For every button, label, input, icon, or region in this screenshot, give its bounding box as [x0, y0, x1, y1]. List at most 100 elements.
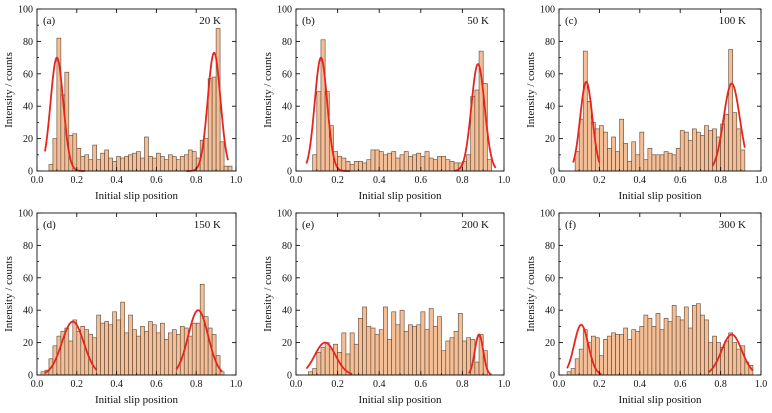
- y-axis-label: Intensity / counts: [525, 52, 537, 128]
- histogram-bar: [578, 348, 584, 376]
- histogram-bar: [607, 335, 612, 376]
- histogram-bar: [416, 324, 422, 376]
- histogram-bar: [416, 152, 422, 172]
- x-tick-label: 0.6: [150, 175, 163, 186]
- histogram-bar: [647, 317, 653, 376]
- x-tick-label: 1.0: [230, 379, 243, 390]
- y-tick-label: 40: [23, 306, 33, 317]
- histogram-bar: [362, 162, 368, 172]
- histogram-bar: [156, 332, 161, 376]
- histogram-bar: [370, 149, 376, 172]
- y-tick-label: 0: [550, 167, 555, 178]
- y-tick-label: 80: [545, 241, 555, 252]
- histogram-bar: [108, 157, 113, 172]
- histogram-bar: [132, 329, 137, 376]
- histogram-bar: [148, 156, 153, 172]
- y-tick-label: 100: [277, 5, 292, 16]
- histogram-bar: [615, 151, 620, 172]
- histogram-bar: [316, 352, 322, 376]
- histogram-bar: [445, 159, 451, 172]
- histogram-bar: [667, 321, 673, 376]
- y-axis-label: Intensity / counts: [3, 256, 15, 332]
- histogram-bar: [441, 156, 447, 172]
- histogram-bar: [639, 326, 645, 376]
- temperature-label: 150 K: [194, 219, 221, 231]
- histogram-bar: [728, 49, 734, 172]
- histogram-bar: [320, 347, 326, 376]
- histogram-bar: [395, 157, 401, 172]
- histogram-bar: [366, 159, 372, 172]
- histogram-bar: [168, 332, 173, 376]
- y-tick-label: 80: [23, 241, 33, 252]
- histogram-bar: [412, 326, 417, 376]
- x-tick-label: 0.0: [31, 379, 44, 390]
- histogram-bar: [457, 313, 463, 376]
- histogram-bar: [152, 157, 157, 172]
- histogram-bar: [631, 329, 637, 376]
- x-tick-label: 0.0: [31, 175, 44, 186]
- histogram-bar: [156, 152, 161, 172]
- histogram-bar: [408, 324, 413, 376]
- y-tick-label: 0: [287, 371, 292, 382]
- x-tick-label: 0.8: [714, 379, 727, 390]
- histogram-bar: [582, 50, 588, 172]
- histogram-bar: [611, 136, 616, 172]
- histogram-bar: [639, 131, 645, 172]
- histogram-bar: [428, 308, 434, 376]
- histogram-bar: [160, 322, 165, 376]
- histogram-bar: [104, 321, 109, 376]
- y-tick-label: 20: [23, 338, 33, 349]
- x-tick-label: 0.0: [290, 379, 303, 390]
- x-tick-label: 1.0: [230, 175, 243, 186]
- histogram-bar: [679, 319, 685, 376]
- y-tick-label: 60: [282, 273, 292, 284]
- y-tick-label: 0: [550, 371, 555, 382]
- histogram-bar: [399, 154, 405, 172]
- histogram-bar: [424, 151, 430, 172]
- histogram-bar: [96, 159, 101, 172]
- histogram-bar: [603, 339, 608, 376]
- histogram-bar: [164, 159, 169, 172]
- histogram-bar: [732, 342, 738, 376]
- histogram-bar: [474, 361, 480, 376]
- y-tick-label: 20: [23, 134, 33, 145]
- histogram-bar: [671, 305, 677, 376]
- histogram-bar: [374, 334, 380, 376]
- histogram-bar: [724, 114, 729, 172]
- histogram-bar: [736, 348, 742, 376]
- histogram-bar: [195, 322, 201, 376]
- histogram-bar: [655, 313, 661, 376]
- x-axis-label: Initial slip position: [618, 190, 702, 202]
- histogram-bar: [643, 314, 649, 376]
- histogram-bar: [128, 314, 133, 376]
- histogram-bar: [383, 154, 388, 172]
- histogram-bar: [599, 355, 604, 376]
- histogram-bar: [223, 165, 229, 172]
- x-tick-label: 0.0: [290, 175, 303, 186]
- histogram-bar: [623, 143, 628, 172]
- panel-f: 0.0 0.2 0.4 0.6 0.8 1.0 0 20 40 60 80 100 Initial sl…: [525, 209, 767, 407]
- histogram-bar: [183, 154, 189, 172]
- histogram-bar: [574, 358, 580, 376]
- x-tick-label: 0.8: [190, 175, 203, 186]
- histogram-bar: [72, 319, 78, 376]
- gaussian-fit-curve: [305, 341, 353, 375]
- y-axis-label: Intensity / counts: [262, 52, 274, 128]
- histogram-bar: [420, 156, 426, 172]
- histogram-bar: [728, 332, 734, 376]
- y-tick-label: 0: [28, 167, 33, 178]
- histogram-bar: [345, 160, 351, 172]
- histogram-bar: [378, 151, 384, 172]
- histogram-bar: [308, 371, 313, 376]
- histogram-bar: [84, 154, 90, 172]
- histogram-bar: [164, 339, 169, 376]
- histogram-bar: [199, 283, 205, 376]
- histogram-bar: [172, 156, 177, 172]
- histogram-bar: [374, 149, 380, 172]
- histogram-bar: [370, 327, 376, 376]
- histogram-bar: [324, 342, 330, 376]
- histogram-bar: [696, 131, 701, 172]
- histogram-bar: [700, 314, 705, 376]
- y-tick-label: 60: [545, 273, 555, 284]
- histogram-bar: [227, 165, 233, 172]
